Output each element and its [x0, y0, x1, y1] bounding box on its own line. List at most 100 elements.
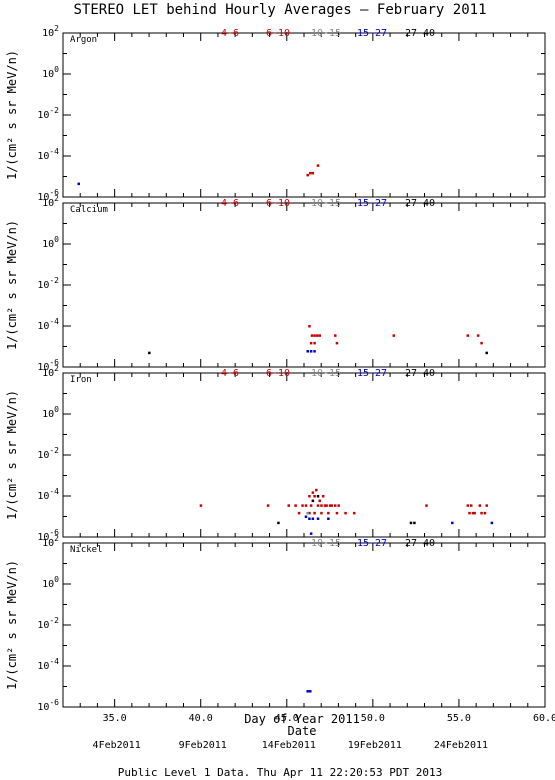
- y-tick-label: 100: [42, 575, 59, 590]
- legend-15-27: 15-27: [357, 28, 387, 39]
- data-point: [309, 532, 313, 535]
- data-point: [311, 517, 315, 520]
- y-tick-label: 10-6: [37, 188, 59, 203]
- y-tick-label: 100: [42, 65, 59, 80]
- data-point: [306, 173, 309, 177]
- y-tick-label: 102: [42, 364, 59, 379]
- data-point: [327, 517, 330, 520]
- data-point: [315, 334, 319, 337]
- data-point: [466, 334, 470, 337]
- data-point: [266, 504, 270, 507]
- y-tick-label: 10-2: [37, 446, 59, 461]
- x-tick-label: 55.0: [447, 713, 471, 724]
- date-axis-title: Date: [288, 724, 317, 738]
- data-point: [352, 511, 356, 515]
- data-point: [148, 351, 151, 355]
- data-point: [318, 334, 321, 337]
- data-point: [301, 504, 304, 507]
- data-point: [77, 182, 80, 186]
- data-point: [309, 341, 313, 345]
- data-point: [316, 164, 320, 167]
- date-label: 14Feb2011: [262, 740, 316, 751]
- data-point: [483, 511, 487, 515]
- data-point: [327, 511, 330, 515]
- data-point: [323, 504, 327, 507]
- data-point: [478, 504, 482, 507]
- legend-15-27: 15-27: [357, 198, 387, 209]
- legend-27-40: 27-40: [405, 368, 435, 379]
- data-point: [320, 504, 323, 507]
- data-point: [316, 504, 320, 507]
- legend-6-10: 6-10: [266, 28, 290, 39]
- date-label: 19Feb2011: [348, 740, 402, 751]
- data-point: [409, 521, 413, 525]
- data-point: [473, 511, 476, 515]
- y-tick-label: 10-2: [37, 616, 59, 631]
- data-point: [306, 511, 309, 515]
- data-point: [311, 491, 315, 494]
- data-point: [337, 504, 340, 507]
- legend-27-40: 27-40: [405, 28, 435, 39]
- data-point: [309, 171, 312, 175]
- legend-15-27: 15-27: [357, 538, 387, 549]
- panel-label: Iron: [70, 375, 92, 385]
- panel-argon: 10-6 10-4 10-2 100 102 1/(cm² s sr MeV/n) Argo…: [5, 24, 546, 203]
- data-point: [297, 511, 301, 515]
- data-point: [313, 495, 316, 498]
- data-point: [335, 341, 339, 345]
- date-label: 24Feb2011: [434, 740, 488, 751]
- data-point: [321, 495, 325, 498]
- date-label: 9Feb2011: [179, 740, 227, 751]
- data-point: [309, 350, 313, 353]
- data-point: [392, 334, 396, 337]
- data-point: [333, 334, 337, 337]
- date-label: 4Feb2011: [93, 740, 141, 751]
- data-point: [308, 517, 311, 520]
- panel-label: Argon: [70, 35, 97, 45]
- data-point: [308, 511, 311, 515]
- legend-4-6: 4-6: [221, 198, 239, 209]
- data-point: [313, 350, 316, 353]
- data-point: [471, 511, 475, 515]
- legend-4-6: 4-6: [221, 28, 239, 39]
- x-tick-label: 35.0: [103, 713, 127, 724]
- panel-iron: 10-6 10-4 10-2 100 102 1/(cm² s sr MeV/n) Iron…: [5, 364, 546, 543]
- y-axis-title: 1/(cm² s sr MeV/n): [5, 560, 19, 690]
- y-tick-label: 10-4: [37, 657, 59, 672]
- data-point: [309, 504, 313, 507]
- data-point: [413, 521, 416, 525]
- panel-label: Nickel: [70, 545, 103, 555]
- y-tick-label: 102: [42, 24, 59, 39]
- y-tick-label: 10-6: [37, 358, 59, 373]
- data-point: [294, 504, 297, 507]
- data-point: [313, 511, 316, 515]
- legend-10-15: 10-15: [311, 28, 341, 39]
- y-tick-label: 100: [42, 235, 59, 250]
- legend-6-10: 6-10: [266, 198, 290, 209]
- y-tick-label: 102: [42, 534, 59, 549]
- data-point: [316, 495, 320, 498]
- panel-calcium: 10-6 10-4 10-2 100 102 1/(cm² s sr MeV/n) Calc…: [5, 194, 546, 373]
- legend-15-27: 15-27: [357, 368, 387, 379]
- x-tick-label: 40.0: [189, 713, 213, 724]
- footer-text: Public Level 1 Data. Thu Apr 11 22:20:53…: [118, 766, 443, 779]
- data-point: [480, 511, 483, 515]
- panel-label: Calcium: [70, 205, 108, 215]
- data-point: [287, 504, 291, 507]
- data-point: [308, 325, 311, 328]
- data-point: [306, 690, 309, 693]
- y-tick-label: 10-6: [37, 528, 59, 543]
- y-axis-title: 1/(cm² s sr MeV/n): [5, 220, 19, 350]
- legend-10-15: 10-15: [311, 368, 341, 379]
- data-point: [313, 341, 316, 345]
- plot-frame: [62, 32, 546, 198]
- legend-27-40: 27-40: [405, 538, 435, 549]
- y-tick-label: 10-2: [37, 276, 59, 291]
- x-tick-label: 60.0: [533, 713, 555, 724]
- data-point: [476, 334, 480, 337]
- data-point: [308, 495, 311, 498]
- data-point: [451, 521, 454, 525]
- data-point: [313, 334, 316, 337]
- y-tick-label: 10-6: [37, 698, 59, 713]
